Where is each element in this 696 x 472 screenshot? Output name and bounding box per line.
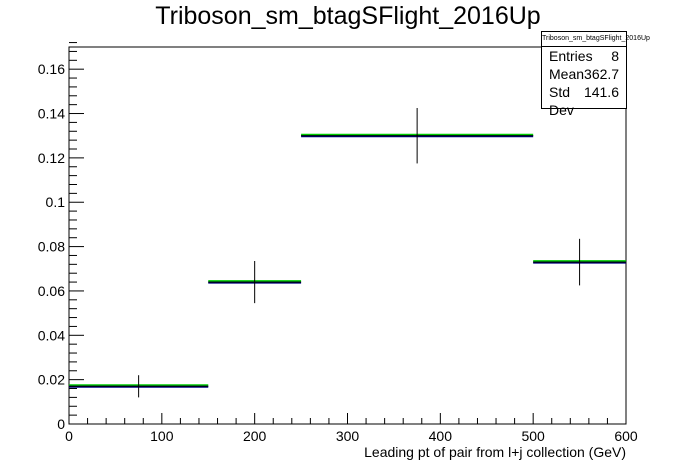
x-tick-label: 500	[521, 428, 545, 444]
stats-box-title: Triboson_sm_btagSFlight_2016Up	[542, 32, 650, 47]
stats-row-mean: Mean 362.7	[542, 65, 626, 83]
stats-row-std-dev: Std Dev 141.6	[542, 83, 626, 118]
x-tick-label: 0	[65, 428, 73, 444]
x-tick-label: 300	[336, 428, 360, 444]
y-tick-label: 0.06	[38, 283, 65, 299]
y-tick-label: 0	[57, 416, 65, 432]
chart-title: Triboson_sm_btagSFlight_2016Up	[155, 2, 541, 30]
x-tick-label: 200	[243, 428, 267, 444]
y-tick-label: 0.08	[38, 239, 65, 255]
y-tick-label: 0.12	[38, 150, 65, 166]
x-axis-label: Leading pt of pair from l+j collection (…	[364, 444, 626, 460]
stats-value: 8	[611, 48, 619, 64]
y-tick-label: 0.14	[38, 106, 65, 122]
stats-label: Mean	[549, 66, 585, 82]
y-tick-label: 0.02	[38, 372, 65, 388]
stats-box: Triboson_sm_btagSFlight_2016Up Entries 8…	[541, 31, 650, 118]
data-marks	[69, 107, 626, 398]
stats-label: Std Dev	[549, 84, 574, 118]
x-tick-label: 600	[614, 428, 638, 444]
axes: 0 100 200 300 400 500 600 0 0.02 0.04 0.06 0.08 0.1 0…	[38, 42, 638, 444]
stats-label: Entries	[549, 48, 593, 64]
stats-value: 362.7	[584, 66, 620, 82]
x-tick-label: 100	[150, 428, 174, 444]
stats-row-entries: Entries 8	[542, 47, 626, 65]
y-tick-label: 0.04	[38, 327, 65, 343]
y-tick-label: 0.16	[38, 61, 65, 77]
stats-value: 141.6	[583, 84, 619, 100]
y-tick-label: 0.1	[46, 194, 66, 210]
x-tick-label: 400	[429, 428, 453, 444]
